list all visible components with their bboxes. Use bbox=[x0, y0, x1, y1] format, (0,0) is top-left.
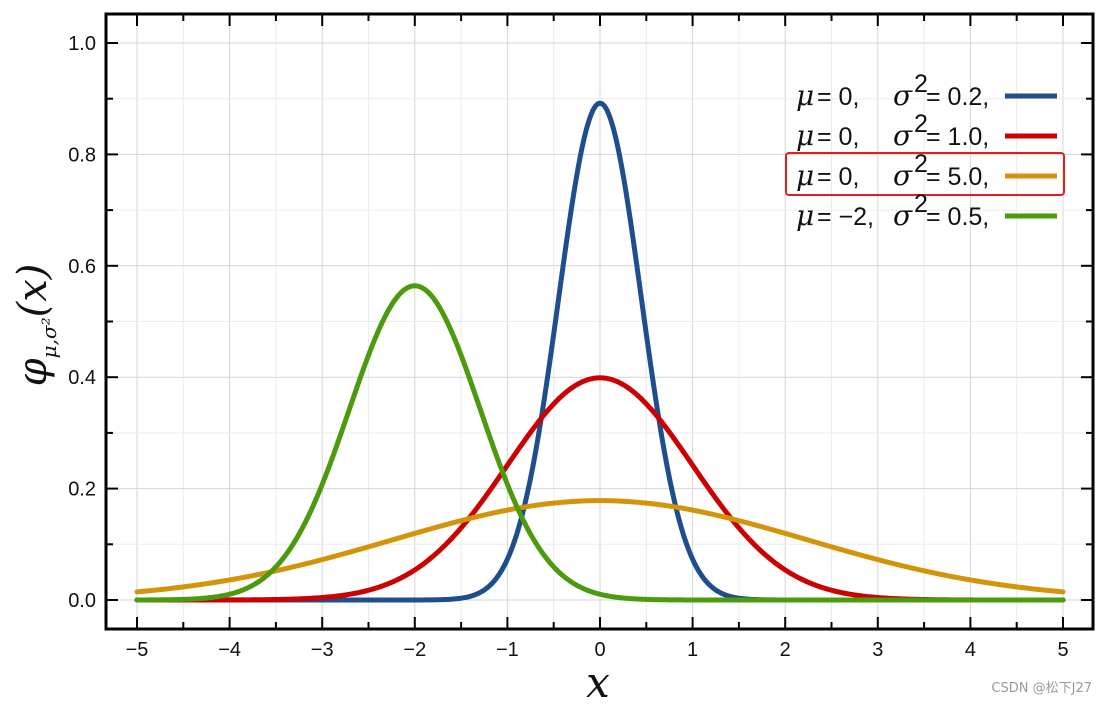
legend-sigma-symbol: σ bbox=[893, 79, 913, 112]
x-tick-label: 2 bbox=[780, 639, 791, 661]
y-tick-label: 0.8 bbox=[68, 144, 96, 166]
legend-mu-symbol: μ bbox=[796, 119, 814, 152]
tick-marks bbox=[106, 14, 1093, 629]
legend-sigma-symbol: σ bbox=[893, 159, 913, 192]
legend-sigma-value: = 0.2, bbox=[926, 83, 989, 111]
watermark: CSDN @松下J27 bbox=[991, 681, 1092, 696]
x-tick-label: 0 bbox=[594, 639, 605, 661]
x-tick-label: −5 bbox=[126, 639, 149, 661]
x-tick-labels: −5 −4 −3 −2 −1 0 1 2 3 4 5 bbox=[126, 639, 1069, 661]
series-line bbox=[134, 498, 1066, 595]
legend-mu-symbol: μ bbox=[796, 79, 814, 112]
svg-text:φμ,σ²(x): φμ,σ²(x) bbox=[10, 264, 61, 387]
x-tick-label: 4 bbox=[965, 639, 976, 661]
legend-item: μ = 0, σ 2= 5.0, bbox=[785, 150, 1065, 196]
x-tick-label: −3 bbox=[311, 639, 334, 661]
legend-mu-symbol: μ bbox=[796, 199, 814, 232]
legend-sigma-value: = 5.0, bbox=[926, 163, 989, 191]
legend-sigma-superscript: 2 bbox=[914, 150, 928, 178]
legend-item: μ = 0, σ 2= 1.0, bbox=[796, 110, 1057, 152]
legend-sigma-superscript: 2 bbox=[914, 190, 928, 218]
legend-mu-symbol: μ bbox=[796, 159, 814, 192]
legend-sigma-superscript: 2 bbox=[914, 110, 928, 138]
legend: μ = 0, σ 2= 0.2,μ = 0, σ 2= 1.0,μ = 0, σ 2= 5.0,μ… bbox=[785, 70, 1065, 232]
y-tick-labels: 0.0 0.2 0.4 0.6 0.8 1.0 bbox=[68, 33, 96, 612]
y-axis-title-symbol: φ bbox=[10, 358, 56, 386]
legend-highlight-box bbox=[785, 152, 1065, 196]
y-axis-title: φμ,σ²(x) bbox=[10, 264, 61, 387]
series-line bbox=[134, 283, 1066, 603]
legend-sigma-superscript: 2 bbox=[914, 70, 928, 98]
x-axis-title: x bbox=[586, 658, 610, 704]
y-tick-label: 0.0 bbox=[68, 590, 96, 612]
x-tick-label: 5 bbox=[1057, 639, 1068, 661]
y-tick-label: 0.2 bbox=[68, 479, 96, 501]
x-tick-label: −2 bbox=[403, 639, 426, 661]
legend-item: μ = −2, σ 2= 0.5, bbox=[796, 190, 1057, 232]
legend-mu-value: = 0, bbox=[817, 123, 859, 151]
y-axis-title-subscript: μ,σ² bbox=[37, 317, 61, 358]
y-tick-label: 0.6 bbox=[68, 256, 96, 278]
legend-sigma-value: = 0.5, bbox=[926, 203, 989, 231]
y-axis-title-arg: (x) bbox=[10, 264, 56, 318]
legend-item: μ = 0, σ 2= 0.2, bbox=[796, 70, 1057, 112]
legend-mu-value: = −2, bbox=[817, 203, 874, 231]
legend-mu-value: = 0, bbox=[817, 163, 859, 191]
legend-sigma-symbol: σ bbox=[893, 119, 913, 152]
y-tick-label: 0.4 bbox=[68, 367, 96, 389]
x-tick-label: −4 bbox=[218, 639, 241, 661]
x-tick-label: −1 bbox=[496, 639, 519, 661]
x-tick-label: 3 bbox=[872, 639, 883, 661]
y-tick-label: 1.0 bbox=[68, 33, 96, 55]
series-layer bbox=[134, 100, 1066, 603]
legend-sigma-value: = 1.0, bbox=[926, 123, 989, 151]
x-tick-label: 1 bbox=[687, 639, 698, 661]
legend-mu-value: = 0, bbox=[817, 83, 859, 111]
legend-sigma-symbol: σ bbox=[893, 199, 913, 232]
